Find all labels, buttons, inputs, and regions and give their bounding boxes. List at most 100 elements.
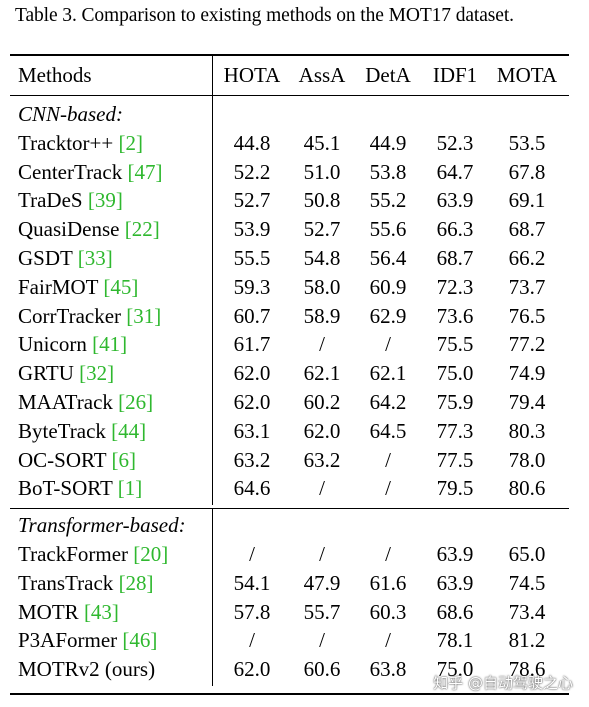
table-caption: Table 3. Comparison to existing methods … <box>15 5 514 26</box>
citation-link[interactable]: [32] <box>79 361 115 386</box>
assa-value: 62.1 <box>303 361 341 386</box>
idf1-value: 75.5 <box>436 332 474 357</box>
hota-value: 52.7 <box>233 188 271 213</box>
deta-value: / <box>385 332 391 357</box>
method-name: ByteTrack <box>18 418 106 443</box>
idf1-value: 63.9 <box>436 570 474 595</box>
idf1-value: 77.3 <box>436 418 474 443</box>
table-row: CenterTrack [47] 52.2 51.0 53.8 64.7 67.8 <box>0 158 589 186</box>
mota-value: 73.4 <box>508 599 546 624</box>
citation-link[interactable]: [1] <box>117 476 143 501</box>
citation-link[interactable]: [46] <box>122 628 158 653</box>
mota-value: 80.3 <box>508 418 546 443</box>
idf1-value: 63.9 <box>436 542 474 566</box>
deta-value: / <box>385 476 391 501</box>
mota-value: 67.8 <box>508 159 546 184</box>
mota-value: 81.2 <box>508 628 546 653</box>
header-hota: HOTA <box>223 63 281 87</box>
citation-link[interactable]: [28] <box>118 570 154 595</box>
idf1-value: 78.1 <box>436 628 474 653</box>
citation-link[interactable]: [47] <box>127 159 163 184</box>
citation-link[interactable]: [39] <box>87 188 123 213</box>
deta-value: / <box>385 628 391 653</box>
table-row: GSDT [33] 55.5 54.8 56.4 68.7 66.2 <box>0 244 589 272</box>
citation-link[interactable]: [43] <box>83 599 119 624</box>
hota-value: 62.0 <box>233 361 271 386</box>
hota-value: 44.8 <box>233 130 271 155</box>
citation-link[interactable]: [2] <box>118 130 144 155</box>
citation-link[interactable]: [26] <box>118 390 154 414</box>
table-row: OC-SORT [6] 63.2 63.2 / 77.5 78.0 <box>0 446 589 474</box>
table-row: BoT-SORT [1] 64.6 / / 79.5 80.6 <box>0 474 589 502</box>
method-cell: TrackFormer [20] <box>18 540 168 568</box>
hota-value: 53.9 <box>233 217 271 242</box>
header-mota: MOTA <box>496 63 558 87</box>
hota-value: 60.7 <box>233 303 271 328</box>
citation-link[interactable]: [22] <box>124 217 160 242</box>
section-title-row: Transformer-based: <box>0 511 589 539</box>
hota-value: 59.3 <box>233 274 271 299</box>
idf1-value: 52.3 <box>436 130 474 155</box>
column-separator <box>212 56 213 506</box>
method-cell: P3AFormer [46] <box>18 626 157 654</box>
method-name: Unicorn <box>18 332 87 357</box>
method-cell: TransTrack [28] <box>18 569 154 597</box>
citation-link[interactable]: [33] <box>77 246 113 270</box>
header-idf1: IDF1 <box>432 63 478 87</box>
method-cell: TraDeS [39] <box>18 186 123 214</box>
idf1-value: 66.3 <box>436 217 474 242</box>
citation-link[interactable]: [44] <box>111 418 147 443</box>
table-row: TrackFormer [20] / / / 63.9 65.0 <box>0 540 589 568</box>
mota-value: 79.4 <box>508 390 546 414</box>
mota-value: 74.5 <box>508 570 546 595</box>
deta-value: 55.2 <box>369 188 407 213</box>
citation-link[interactable]: [31] <box>126 303 162 328</box>
mota-value: 69.1 <box>508 188 546 213</box>
header-methods: Methods <box>18 63 92 87</box>
hota-value: 64.6 <box>233 476 271 501</box>
method-name: MOTRv2 (ours) <box>18 657 156 682</box>
method-name: TransTrack <box>18 570 114 595</box>
section-rule <box>10 508 569 510</box>
assa-value: 58.9 <box>303 303 341 328</box>
header-row: Methods HOTA AssA DetA IDF1 MOTA <box>0 61 589 89</box>
method-name: GSDT <box>18 246 73 270</box>
deta-value: 55.6 <box>369 217 407 242</box>
assa-value: 52.7 <box>303 217 341 242</box>
deta-value: 62.9 <box>369 303 407 328</box>
deta-value: 44.9 <box>369 130 407 155</box>
top-rule <box>10 54 569 56</box>
table-row: ByteTrack [44] 63.1 62.0 64.5 77.3 80.3 <box>0 417 589 445</box>
mota-value: 53.5 <box>508 130 546 155</box>
assa-value: 58.0 <box>303 274 341 299</box>
mota-value: 77.2 <box>508 332 546 357</box>
deta-value: 60.9 <box>369 274 407 299</box>
hota-value: 63.1 <box>233 418 271 443</box>
assa-value: 60.2 <box>303 390 341 414</box>
assa-value: 60.6 <box>303 657 341 682</box>
assa-value: 54.8 <box>303 246 341 270</box>
mota-value: 78.6 <box>508 657 546 682</box>
deta-value: 63.8 <box>369 657 407 682</box>
method-cell: Unicorn [41] <box>18 330 127 358</box>
assa-value: 47.9 <box>303 570 341 595</box>
method-name: TraDeS <box>18 188 83 213</box>
citation-link[interactable]: [45] <box>103 274 139 299</box>
method-cell: GSDT [33] <box>18 244 113 272</box>
assa-value: / <box>319 542 325 566</box>
idf1-value: 77.5 <box>436 447 474 472</box>
citation-link[interactable]: [20] <box>133 542 169 566</box>
assa-value: / <box>319 476 325 501</box>
citation-link[interactable]: [41] <box>92 332 128 357</box>
assa-value: 62.0 <box>303 418 341 443</box>
method-cell: ByteTrack [44] <box>18 417 146 445</box>
deta-value: 53.8 <box>369 159 407 184</box>
table-row: MAATrack [26] 62.0 60.2 64.2 75.9 79.4 <box>0 388 589 416</box>
citation-link[interactable]: [6] <box>111 447 136 472</box>
table-row: MOTR [43] 57.8 55.7 60.3 68.6 73.4 <box>0 598 589 626</box>
method-name: MOTR <box>18 599 79 624</box>
table-row: MOTRv2 (ours) 62.0 60.6 63.8 75.0 78.6 <box>0 655 589 683</box>
hota-value: / <box>249 628 255 653</box>
method-name: QuasiDense <box>18 217 120 242</box>
table-row: TransTrack [28] 54.1 47.9 61.6 63.9 74.5 <box>0 569 589 597</box>
